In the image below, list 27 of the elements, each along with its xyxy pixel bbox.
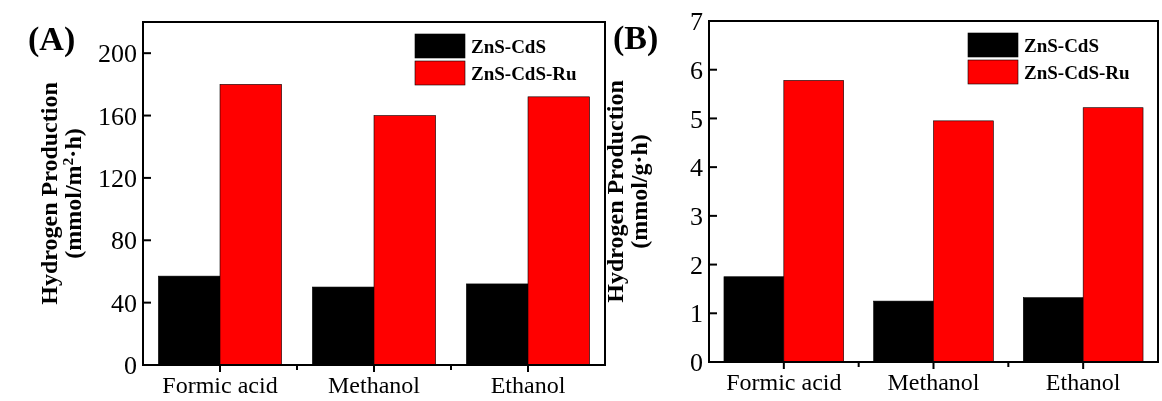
chart-title: (B): [613, 19, 659, 57]
y-tick-label: 6: [690, 55, 703, 85]
y-tick-label: 40: [111, 288, 137, 318]
y-axis-title: Hydrogen Production (mmol/g·h): [602, 80, 652, 303]
y-tick-label: 3: [690, 201, 703, 231]
legend-label: ZnS-CdS-Ru: [1024, 61, 1131, 83]
x-tick-label: Formic acid: [726, 369, 842, 395]
x-tick-label: Ethanol: [1045, 369, 1121, 395]
x-tick-label: Formic acid: [162, 372, 278, 398]
x-tick-label: Methanol: [887, 369, 980, 395]
legend-label: ZnS-CdS-Ru: [471, 62, 578, 84]
y-tick-label: 160: [98, 101, 137, 131]
y-tick-label: 4: [690, 153, 703, 183]
y-tick-label: 120: [98, 164, 137, 194]
chart-title: (A): [28, 20, 76, 58]
legend-label: ZnS-CdS: [1024, 34, 1099, 56]
x-tick-label: Methanol: [328, 372, 421, 398]
y-tick-label: 0: [690, 348, 703, 378]
y-tick-label: 0: [124, 351, 137, 381]
y-tick-label: 5: [690, 104, 703, 134]
y-tick-label: 200: [98, 39, 137, 69]
y-tick-label: 80: [111, 226, 137, 256]
y-tick-label: 7: [690, 7, 703, 37]
y-tick-label: 1: [690, 299, 703, 329]
y-tick-label: 2: [690, 250, 703, 280]
x-tick-label: Ethanol: [490, 372, 566, 398]
legend-label: ZnS-CdS: [471, 35, 546, 57]
